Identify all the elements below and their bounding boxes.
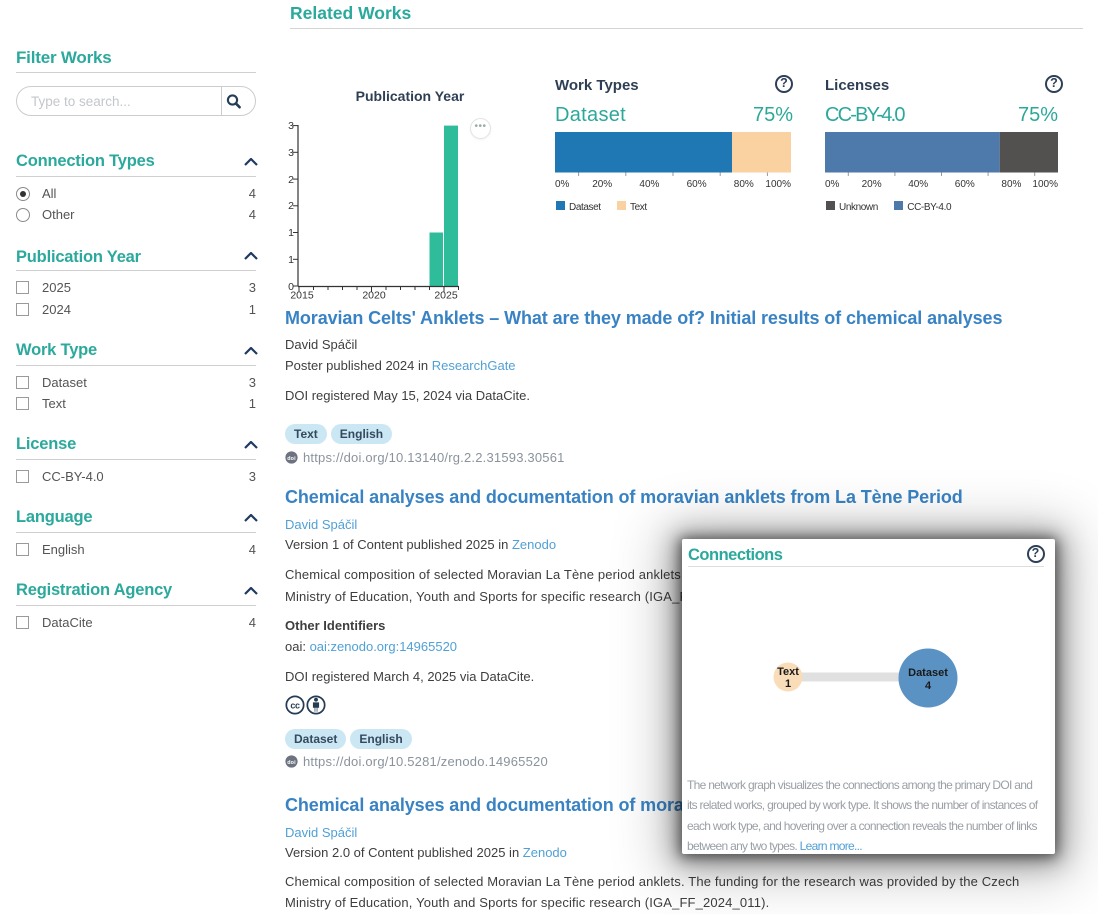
svg-text:4: 4 — [925, 680, 932, 692]
svg-text:80%: 80% — [734, 179, 754, 190]
svg-text:3: 3 — [288, 120, 294, 132]
svg-text:2: 2 — [288, 174, 294, 186]
svg-text:0%: 0% — [825, 179, 840, 190]
svg-text:2020: 2020 — [362, 290, 386, 302]
svg-text:100%: 100% — [765, 179, 791, 190]
svg-text:2015: 2015 — [290, 290, 314, 302]
svg-text:2025: 2025 — [434, 290, 458, 302]
svg-text:20%: 20% — [862, 179, 882, 190]
svg-text:Text: Text — [777, 666, 799, 678]
svg-text:100%: 100% — [1032, 179, 1058, 190]
svg-text:1: 1 — [785, 678, 791, 690]
svg-text:Publication Year: Publication Year — [356, 88, 465, 104]
svg-text:cc: cc — [290, 700, 300, 710]
svg-text:40%: 40% — [639, 179, 659, 190]
svg-text:Dataset: Dataset — [908, 667, 948, 679]
svg-text:0%: 0% — [555, 179, 570, 190]
svg-text:60%: 60% — [955, 179, 975, 190]
svg-text:60%: 60% — [687, 179, 707, 190]
svg-text:20%: 20% — [592, 179, 612, 190]
svg-text:1: 1 — [288, 254, 294, 266]
svg-text:0: 0 — [288, 281, 294, 293]
svg-text:80%: 80% — [1001, 179, 1021, 190]
svg-text:40%: 40% — [908, 179, 928, 190]
svg-text:doi: doi — [287, 760, 296, 766]
svg-text:doi: doi — [287, 455, 296, 461]
svg-text:1: 1 — [288, 227, 294, 239]
svg-text:3: 3 — [288, 147, 294, 159]
svg-text:2: 2 — [288, 200, 294, 212]
